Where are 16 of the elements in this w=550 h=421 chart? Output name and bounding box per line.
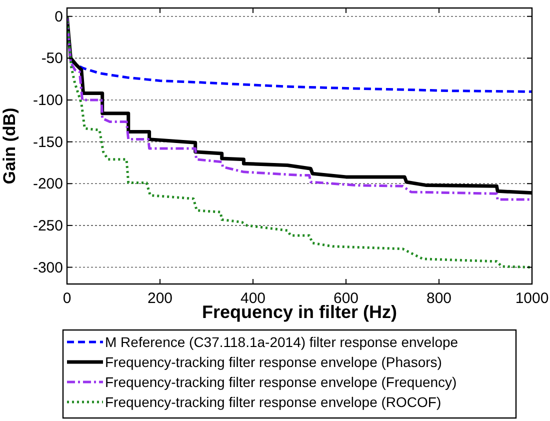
y-tick-label: -250 <box>32 217 63 234</box>
legend-label: Frequency-tracking filter response envelope (Frequency) <box>105 374 457 390</box>
y-tick-label: -150 <box>32 134 63 151</box>
legend-label: M Reference (C37.118.1a-2014) filter response envelope <box>105 334 458 350</box>
x-tick-label: 200 <box>147 290 173 307</box>
x-tick-label: 1000 <box>515 290 549 307</box>
legend-label: Frequency-tracking filter response envelope (Phasors) <box>105 354 442 370</box>
x-tick-label: 800 <box>426 290 452 307</box>
y-tick-label: 0 <box>54 8 63 26</box>
y-tick-label: -50 <box>41 50 63 68</box>
legend-label: Frequency-tracking filter response envelope (ROCOF) <box>105 394 442 410</box>
y-axis-title: Gain (dB) <box>0 108 19 184</box>
y-tick-label: -200 <box>32 176 63 193</box>
y-tick-label: -300 <box>32 259 63 276</box>
y-tick-label: -100 <box>32 92 63 109</box>
line-series <box>67 15 532 269</box>
